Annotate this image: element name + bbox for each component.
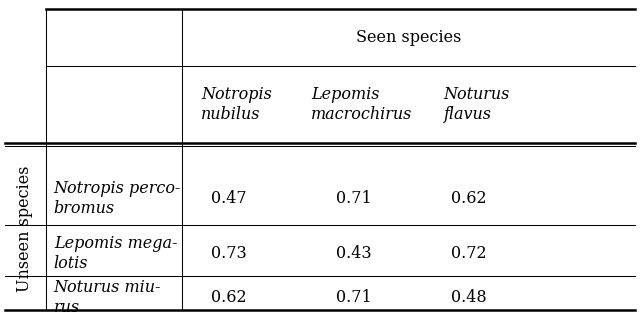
Text: 0.71: 0.71	[336, 289, 372, 306]
Text: 0.48: 0.48	[451, 289, 487, 306]
Text: Unseen species: Unseen species	[16, 165, 33, 292]
Text: Lepomis
macrochirus: Lepomis macrochirus	[311, 86, 412, 123]
Text: Noturus
flavus: Noturus flavus	[444, 86, 510, 123]
Text: Seen species: Seen species	[356, 29, 461, 46]
Text: 0.73: 0.73	[211, 245, 247, 262]
Text: Notropis
nubilus: Notropis nubilus	[202, 86, 272, 123]
Text: 0.62: 0.62	[211, 289, 247, 306]
Text: 0.72: 0.72	[451, 245, 487, 262]
Text: Notropis perco-
bromus: Notropis perco- bromus	[54, 180, 181, 217]
Text: 0.71: 0.71	[336, 190, 372, 207]
Text: 0.43: 0.43	[336, 245, 372, 262]
Text: Lepomis mega-
lotis: Lepomis mega- lotis	[54, 235, 177, 272]
Text: 0.47: 0.47	[211, 190, 247, 207]
Text: Noturus miu-
rus: Noturus miu- rus	[54, 279, 161, 315]
Text: 0.62: 0.62	[451, 190, 487, 207]
